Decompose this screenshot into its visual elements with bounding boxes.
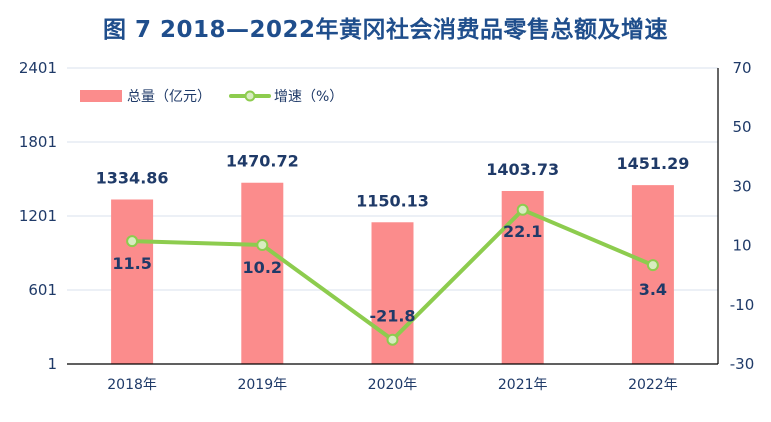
bar-value-label: 1403.73 [486,160,559,179]
bar-value-label: 1470.72 [226,152,299,171]
x-axis-category-label: 2021年 [498,377,548,393]
bar-value-label: 1334.86 [96,168,169,187]
legend: 总量（亿元） 增速（%） [80,89,343,105]
line-point [256,239,269,252]
legend-bar-swatch [80,90,122,102]
grid-lines [67,67,718,291]
line-value-label: 10.2 [243,258,282,277]
bar-series [111,182,674,364]
bar [631,185,674,364]
chart-title: 图 7 2018—2022年黄冈社会消费品零售总额及增速 [102,17,669,43]
legend-bar-label: 总量（亿元） [127,89,211,105]
x-axis-category-label: 2022年 [628,377,678,393]
left-axis-tick-label: 1801 [19,133,57,151]
line-point [126,235,139,248]
bar [241,182,284,364]
right-axis-tick-label: 10 [732,237,751,255]
left-axis-tick-label: 1201 [19,207,57,225]
right-axis-tick-label: 50 [732,118,751,136]
left-axis-tick-label: 1 [47,355,57,373]
line-point [386,333,399,346]
bar-value-label: 1150.13 [356,191,429,210]
line-value-label: 3.4 [639,280,667,299]
x-axis-category-label: 2020年 [368,377,418,393]
line-value-label: 22.1 [503,222,542,241]
right-axis-tick-label: -10 [730,296,755,314]
legend-line-marker [244,90,256,102]
line-value-label: -21.8 [369,307,415,326]
right-axis-tick-label: 30 [732,177,751,195]
line-point [516,203,529,216]
line-series [126,203,659,346]
line-point [646,259,659,272]
left-axis-tick-label: 2401 [19,59,57,77]
x-axis-category-label: 2019年 [237,377,287,393]
left-axis-tick-label: 601 [28,281,57,299]
data-labels: 1334.86 1470.72 1150.13 1403.73 1451.29 11.5 1… [96,152,690,326]
right-axis-tick-label: 70 [732,59,751,77]
bar-value-label: 1451.29 [616,154,689,173]
plot-frame [67,68,719,365]
bar [501,190,544,364]
line-value-label: 11.5 [112,254,151,273]
x-axis-category-label: 2018年 [107,377,157,393]
right-axis-tick-label: -30 [730,355,755,373]
legend-line-label: 增速（%） [274,89,343,105]
bar [111,199,154,364]
axes: 1 601 1201 1801 2401 -30 -10 10 30 50 70 2018年 2019年… [19,59,754,393]
